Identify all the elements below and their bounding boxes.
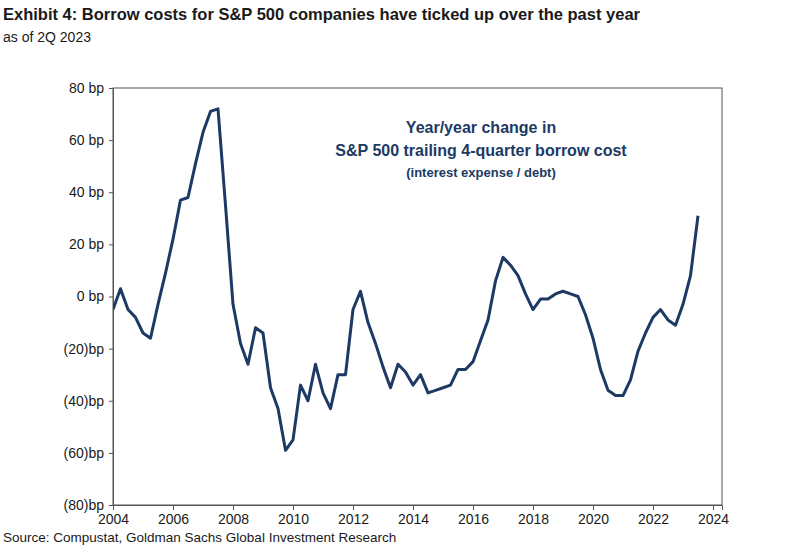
plot-frame (113, 88, 722, 505)
x-tick-label: 2014 (398, 511, 429, 527)
y-tick-mark (109, 505, 113, 506)
annotation-line: (interest expense / debt) (406, 165, 556, 180)
x-tick-label: 2018 (518, 511, 549, 527)
y-tick-mark (109, 244, 113, 245)
y-axis: (80)bp(60)bp(40)bp(20)bp0 bp20 bp40 bp60… (64, 80, 114, 513)
x-tick: 2004 (98, 505, 129, 527)
x-tick-label: 2008 (218, 511, 249, 527)
y-tick-label: 60 bp (69, 132, 104, 148)
x-tick: 2024 (698, 505, 729, 527)
annotation-line: S&P 500 trailing 4-quarter borrow cost (335, 142, 627, 159)
y-tick-mark (109, 297, 113, 298)
y-tick-label: 0 bp (77, 288, 104, 304)
x-tick-mark (533, 505, 534, 510)
x-tick-mark (413, 505, 414, 510)
x-tick-label: 2016 (458, 511, 489, 527)
y-tick: (20)bp (64, 341, 113, 357)
subtitle: as of 2Q 2023 (3, 29, 91, 45)
x-tick: 2020 (578, 505, 609, 527)
x-axis: 2004 2006 2008 2010 2012 2014 2016 2018 2020 2022… (98, 505, 729, 527)
y-axis-line (109, 89, 114, 506)
x-tick-mark (473, 505, 474, 510)
x-tick-mark (233, 505, 234, 510)
y-tick: 0 bp (77, 288, 113, 304)
x-tick-mark (293, 505, 294, 510)
plot: (80)bp(60)bp(40)bp(20)bp0 bp20 bp40 bp60… (64, 80, 730, 527)
source: Source: Compustat, Goldman Sachs Global … (3, 530, 396, 545)
y-tick-mark (109, 453, 113, 454)
x-tick-mark (353, 505, 354, 510)
x-tick-label: 2024 (698, 511, 729, 527)
y-tick-label: 80 bp (69, 80, 104, 96)
x-tick: 2022 (638, 505, 669, 527)
chart: Exhibit 4: Borrow costs for S&P 500 comp… (0, 0, 800, 552)
x-tick: 2016 (458, 505, 489, 527)
x-axis-line (114, 506, 723, 511)
x-tick-label: 2010 (278, 511, 309, 527)
x-tick-label: 2020 (578, 511, 609, 527)
y-tick: 80 bp (69, 80, 113, 96)
x-tick-label: 2006 (158, 511, 189, 527)
x-tick: 2012 (338, 505, 369, 527)
x-tick: 2014 (398, 505, 429, 527)
y-tick-mark (109, 140, 113, 141)
line (113, 109, 698, 450)
y-tick-mark (109, 349, 113, 350)
x-tick-mark (653, 505, 654, 510)
y-tick-label: 20 bp (69, 236, 104, 252)
y-tick-mark (109, 88, 113, 89)
x-tick-mark (173, 505, 174, 510)
y-tick-mark (109, 401, 113, 402)
y-tick-mark (109, 192, 113, 193)
y-tick-label: (20)bp (64, 341, 105, 357)
annotation-line: Year/year change in (406, 119, 556, 136)
y-tick-label: (60)bp (64, 445, 105, 461)
x-tick: 2008 (218, 505, 249, 527)
annotation: Year/year change in S&P 500 trailing 4-qu… (335, 119, 627, 180)
x-tick-mark (113, 505, 114, 510)
y-tick: (60)bp (64, 445, 113, 461)
y-tick: 40 bp (69, 184, 113, 200)
x-tick: 2010 (278, 505, 309, 527)
x-tick: 2018 (518, 505, 549, 527)
x-tick-label: 2004 (98, 511, 129, 527)
x-tick-label: 2012 (338, 511, 369, 527)
x-tick-mark (713, 505, 714, 510)
y-tick: 20 bp (69, 236, 113, 252)
marks (113, 109, 698, 450)
y-tick: (40)bp (64, 393, 113, 409)
y-tick-label: 40 bp (69, 184, 104, 200)
y-tick: 60 bp (69, 132, 113, 148)
x-tick-mark (593, 505, 594, 510)
x-tick-label: 2022 (638, 511, 669, 527)
title: Exhibit 4: Borrow costs for S&P 500 comp… (3, 5, 641, 23)
x-tick: 2006 (158, 505, 189, 527)
y-tick-label: (40)bp (64, 393, 105, 409)
